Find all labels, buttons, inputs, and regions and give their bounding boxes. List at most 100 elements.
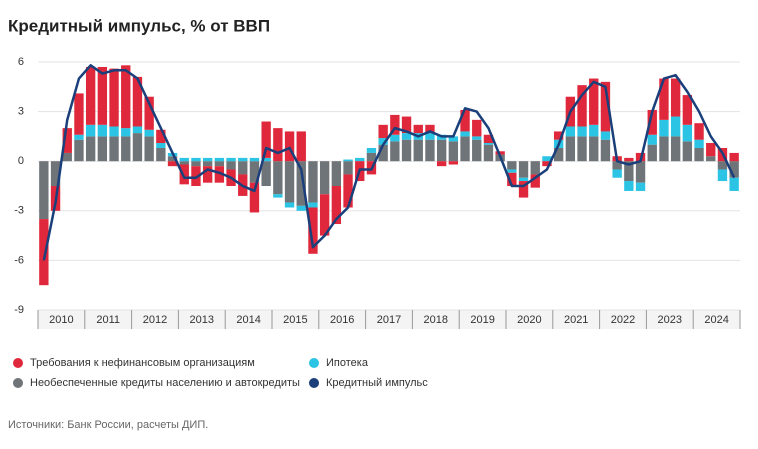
bar [390,141,400,162]
x-tick-label: 2020 [517,314,541,326]
bar [577,85,587,127]
bar [319,161,330,195]
bar [366,152,377,162]
bar [717,169,728,182]
y-tick-label: 6 [18,56,24,68]
legend-label: Кредитный импульс [326,377,428,389]
x-tick-label: 2023 [658,314,682,326]
bar [121,65,131,129]
y-tick-label: 0 [18,155,24,167]
bar [296,205,306,211]
bar [85,136,96,162]
bar [343,161,353,175]
bar [74,139,84,162]
bar [694,123,704,140]
bar [565,126,576,137]
bar [682,141,693,162]
bar [390,114,400,135]
bar [378,144,388,162]
bar [74,134,84,140]
bar [214,166,225,183]
bar [460,109,470,132]
bar [319,194,330,236]
bar [97,124,108,137]
legend-label: Необеспеченные кредиты населению и авток… [30,377,300,389]
bar [308,161,318,203]
bar [483,144,494,162]
bar [530,174,540,188]
bar [518,177,529,182]
line [42,64,736,261]
bar [635,161,646,183]
bar [121,136,131,162]
bar [612,161,622,170]
bar [577,126,587,137]
bar [261,161,271,186]
bar [706,156,716,162]
bar [273,128,283,162]
bar [425,124,435,134]
bar [121,128,131,137]
bar [226,157,236,162]
bar [109,126,119,137]
bar [706,143,716,157]
bar [565,136,576,162]
bar [50,161,61,186]
bar [109,136,119,162]
bar [167,161,178,167]
bar [682,95,693,125]
bar [214,157,225,162]
bar [729,161,739,178]
bar [624,181,634,191]
y-tick-label: -6 [14,254,24,266]
bar [729,177,739,191]
bar [62,152,72,162]
legend-swatch [13,378,23,388]
bar [670,136,681,162]
x-tick-label: 2011 [96,314,120,326]
bar [460,131,470,137]
bar [261,121,271,158]
x-tick-label: 2015 [283,314,307,326]
bar [670,116,681,137]
bar [659,119,669,137]
bar [39,161,49,220]
bar [542,156,552,162]
bar [624,161,634,182]
bar [518,181,529,198]
x-tick-label: 2024 [704,314,728,326]
bar [694,147,704,162]
bar [132,76,143,127]
x-tick-label: 2014 [236,314,260,326]
bar [156,147,166,162]
bar [85,124,96,137]
bar [355,157,365,162]
x-tick-label: 2019 [470,314,494,326]
bar [97,136,108,162]
bar [624,157,634,162]
bar [249,161,260,183]
bar [682,124,693,142]
bar [308,207,318,254]
bar [542,161,552,167]
bar [507,172,517,186]
bar [694,139,704,148]
bar [670,78,681,117]
bar [448,136,459,142]
bar [39,219,49,286]
bar [296,161,306,206]
x-tick-label: 2021 [564,314,588,326]
bar [284,131,295,162]
bar [612,169,622,178]
legend-swatch [309,358,319,368]
bar [436,139,447,162]
bar [238,157,248,162]
bar [191,157,201,162]
bar [507,161,517,170]
bar [378,138,388,145]
bar [518,161,529,178]
bar [425,133,435,140]
bar [553,147,564,162]
bar [226,161,236,170]
